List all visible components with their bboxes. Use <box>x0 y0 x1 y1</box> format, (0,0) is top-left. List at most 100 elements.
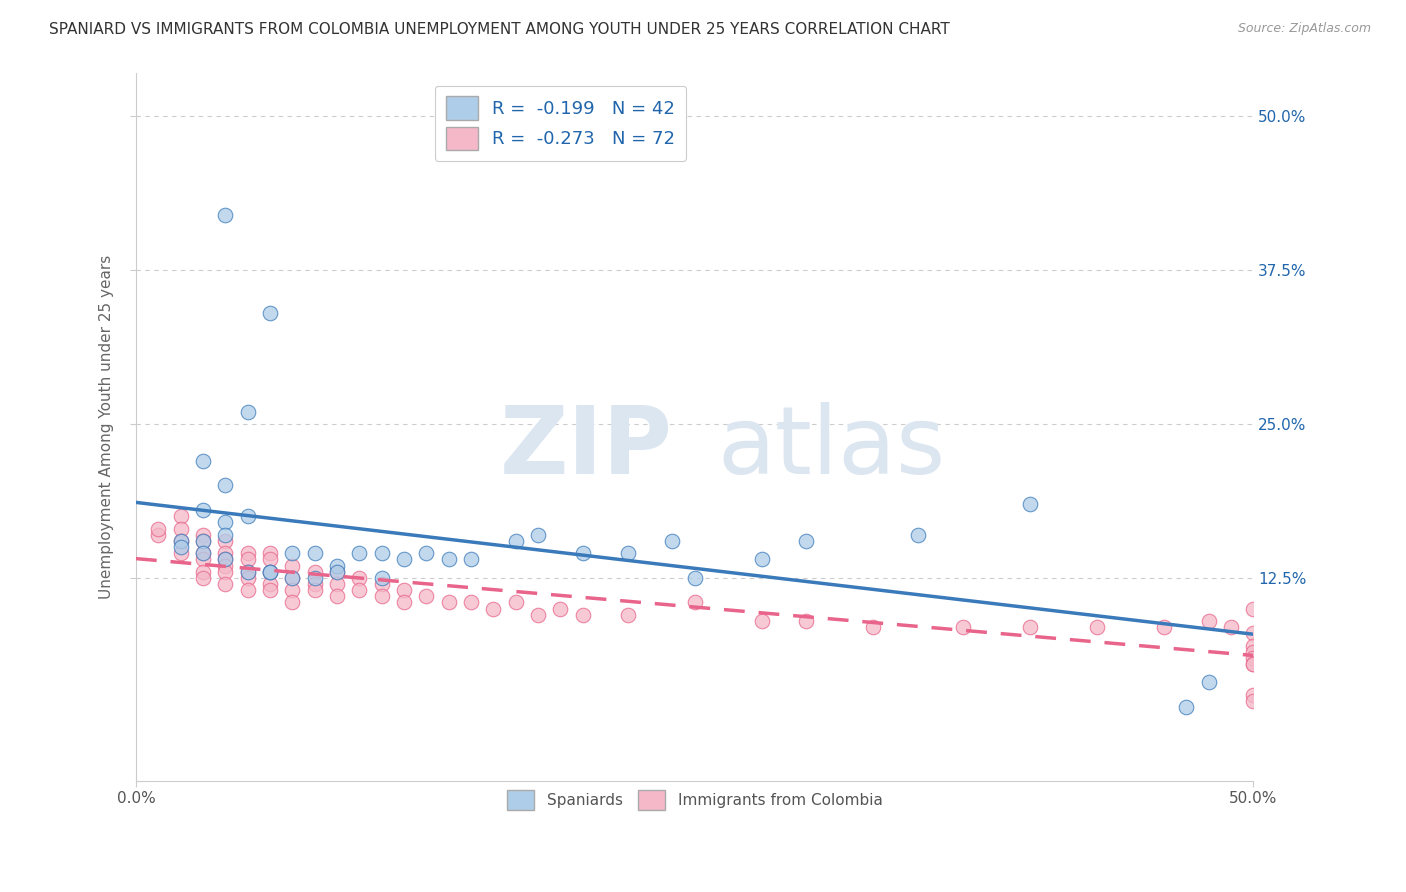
Point <box>191 454 214 468</box>
Point <box>236 565 259 579</box>
Point <box>794 533 817 548</box>
Point <box>572 546 595 560</box>
Point <box>214 558 236 573</box>
Point <box>1153 620 1175 634</box>
Point <box>1241 651 1264 665</box>
Point <box>1241 657 1264 671</box>
Point <box>907 527 929 541</box>
Point <box>304 577 326 591</box>
Point <box>259 552 281 566</box>
Text: ZIP: ZIP <box>499 402 672 494</box>
Point <box>1241 626 1264 640</box>
Point <box>169 533 191 548</box>
Point <box>191 571 214 585</box>
Point <box>281 558 304 573</box>
Point <box>505 595 527 609</box>
Point <box>191 546 214 560</box>
Point <box>191 565 214 579</box>
Point <box>862 620 884 634</box>
Point <box>259 565 281 579</box>
Point <box>304 571 326 585</box>
Point <box>437 552 460 566</box>
Point <box>1241 694 1264 708</box>
Point <box>214 565 236 579</box>
Point <box>169 546 191 560</box>
Point <box>304 583 326 598</box>
Point <box>214 527 236 541</box>
Legend: Spaniards, Immigrants from Colombia: Spaniards, Immigrants from Colombia <box>501 784 889 816</box>
Point <box>214 208 236 222</box>
Point <box>952 620 974 634</box>
Text: atlas: atlas <box>717 402 945 494</box>
Point <box>1085 620 1108 634</box>
Point <box>191 503 214 517</box>
Point <box>304 546 326 560</box>
Point <box>1198 614 1220 628</box>
Point <box>214 577 236 591</box>
Point <box>236 404 259 418</box>
Point <box>214 478 236 492</box>
Point <box>1241 657 1264 671</box>
Point <box>415 546 437 560</box>
Point <box>281 546 304 560</box>
Point <box>527 607 550 622</box>
Point <box>370 546 392 560</box>
Point <box>214 533 236 548</box>
Text: SPANIARD VS IMMIGRANTS FROM COLOMBIA UNEMPLOYMENT AMONG YOUTH UNDER 25 YEARS COR: SPANIARD VS IMMIGRANTS FROM COLOMBIA UNE… <box>49 22 950 37</box>
Point <box>572 607 595 622</box>
Point <box>1018 497 1040 511</box>
Point <box>1241 639 1264 653</box>
Point <box>281 595 304 609</box>
Text: Source: ZipAtlas.com: Source: ZipAtlas.com <box>1237 22 1371 36</box>
Point <box>236 546 259 560</box>
Point <box>392 595 415 609</box>
Point <box>259 583 281 598</box>
Point <box>259 565 281 579</box>
Point <box>191 533 214 548</box>
Point <box>281 583 304 598</box>
Point <box>392 552 415 566</box>
Point <box>616 546 638 560</box>
Point <box>616 607 638 622</box>
Point <box>505 533 527 548</box>
Point <box>214 552 236 566</box>
Point <box>259 565 281 579</box>
Point <box>1198 675 1220 690</box>
Point <box>259 546 281 560</box>
Point <box>1241 688 1264 702</box>
Point <box>214 552 236 566</box>
Point <box>169 540 191 554</box>
Point <box>214 546 236 560</box>
Point <box>326 565 349 579</box>
Point <box>794 614 817 628</box>
Point <box>482 601 505 615</box>
Point <box>236 509 259 524</box>
Point <box>751 614 773 628</box>
Point <box>370 571 392 585</box>
Point <box>148 522 170 536</box>
Point <box>370 577 392 591</box>
Point <box>751 552 773 566</box>
Point <box>550 601 572 615</box>
Point <box>1241 645 1264 659</box>
Point <box>169 533 191 548</box>
Point <box>191 546 214 560</box>
Point <box>236 583 259 598</box>
Point <box>236 552 259 566</box>
Point <box>259 577 281 591</box>
Point <box>460 552 482 566</box>
Point <box>415 589 437 603</box>
Point <box>392 583 415 598</box>
Point <box>683 595 706 609</box>
Point <box>191 527 214 541</box>
Point <box>326 558 349 573</box>
Point <box>148 527 170 541</box>
Point <box>236 571 259 585</box>
Point <box>236 565 259 579</box>
Point <box>191 533 214 548</box>
Point <box>1241 601 1264 615</box>
Point <box>527 527 550 541</box>
Point <box>661 533 683 548</box>
Point <box>169 509 191 524</box>
Point <box>1219 620 1241 634</box>
